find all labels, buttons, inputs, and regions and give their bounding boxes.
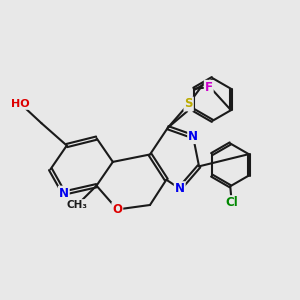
- Text: N: N: [188, 130, 198, 143]
- Text: CH₃: CH₃: [67, 200, 88, 210]
- Text: O: O: [112, 203, 122, 216]
- Text: N: N: [175, 182, 185, 195]
- Text: Cl: Cl: [225, 196, 238, 209]
- Text: HO: HO: [11, 99, 30, 109]
- Text: F: F: [205, 81, 213, 94]
- Text: N: N: [59, 187, 69, 200]
- Text: S: S: [184, 98, 193, 110]
